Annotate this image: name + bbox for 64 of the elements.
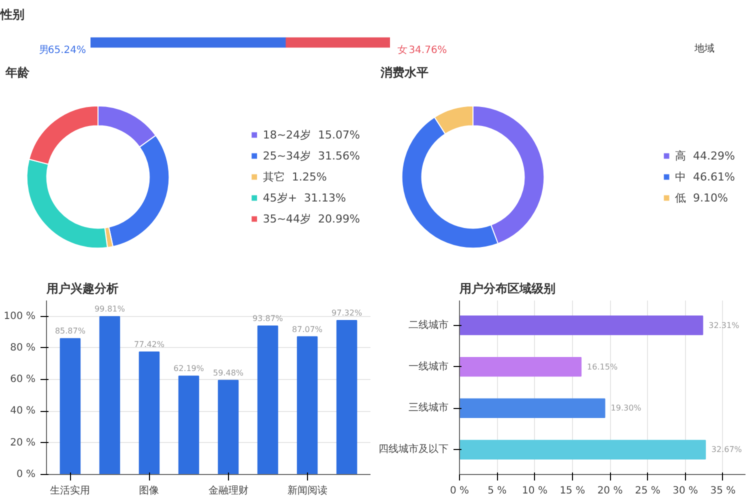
bar [296, 336, 318, 474]
x-tick-label: 35 % [710, 486, 736, 496]
data-label: 62.19% [173, 364, 204, 374]
y-tick-label: 三线城市 [408, 402, 448, 414]
chart-title: 消费水平 [380, 66, 428, 80]
y-tick-label: 一线城市 [408, 360, 448, 372]
bar [178, 376, 200, 474]
x-tick-label: 图像 [139, 484, 160, 496]
y-tick-label: 20 % [10, 437, 36, 448]
y-tick-label: 80 % [10, 342, 36, 354]
data-label: 97.32% [332, 308, 362, 318]
text: 地域 [694, 42, 714, 54]
data-label: 59.48% [213, 368, 244, 378]
bar [336, 320, 358, 474]
bar [257, 326, 278, 474]
y-tick-label: 100 % [4, 310, 36, 322]
bar [138, 352, 160, 474]
data-label: 16.15% [587, 362, 618, 372]
data-label: 85.87% [54, 326, 86, 336]
y-tick-label: 0 % [16, 469, 36, 480]
y-tick-label: 四线城市及以下 [378, 443, 448, 456]
legend-label: 18~24岁 15.07% [262, 127, 360, 142]
legend-label: 45岁+ 31.13% [262, 190, 346, 205]
y-tick-label: 60 % [10, 374, 36, 386]
bar [60, 338, 81, 474]
bar [460, 316, 704, 336]
data-label: 93.87% [252, 314, 284, 324]
chart-title: 年龄 [4, 66, 30, 80]
x-tick-label: 新闻阅读 [287, 484, 328, 496]
bar [218, 380, 239, 474]
data-label: 19.30% [610, 404, 642, 413]
legend-label: 其它 1.25% [262, 169, 327, 184]
y-tick-label: 二线城市 [408, 318, 448, 331]
x-tick-label: 10 % [522, 486, 548, 496]
bar [460, 356, 582, 377]
x-tick-label: 30 % [672, 486, 698, 496]
data-label: 87.07% [292, 324, 323, 334]
data-label: 77.42% [134, 340, 165, 350]
x-tick-label: 生活实用 [50, 484, 90, 496]
legend-label: 中 46.61% [675, 169, 735, 184]
data-label: 65.24% [48, 45, 86, 56]
chart-title: 性别 [0, 8, 24, 22]
data-label: 34.76% [408, 45, 447, 56]
bar [460, 398, 606, 418]
series-label: 女 [398, 44, 408, 56]
data-label: 99.81% [94, 304, 126, 314]
x-tick-label: 25 % [634, 486, 660, 496]
data-label: 32.31% [708, 320, 740, 330]
y-tick-label: 40 % [10, 406, 36, 417]
data-label: 32.67% [711, 445, 742, 454]
chart-title: 用户分布区域级别 [458, 282, 556, 296]
chart-title: 用户兴趣分析 [46, 282, 118, 296]
legend-label: 35~44岁 20.99% [262, 211, 360, 226]
text: 男 [38, 45, 49, 56]
x-tick-label: 5 % [488, 486, 507, 496]
bar [99, 316, 120, 474]
bar [460, 440, 706, 460]
x-tick-label: 15 % [560, 486, 586, 496]
legend-label: 高 44.29% [675, 148, 735, 163]
x-tick-label: 金融理财 [208, 484, 248, 496]
legend-label: 25~34岁 31.56% [262, 148, 360, 163]
legend-label: 低 9.10% [675, 190, 728, 205]
x-tick-label: 0 % [450, 486, 470, 496]
x-tick-label: 20 % [597, 486, 623, 496]
